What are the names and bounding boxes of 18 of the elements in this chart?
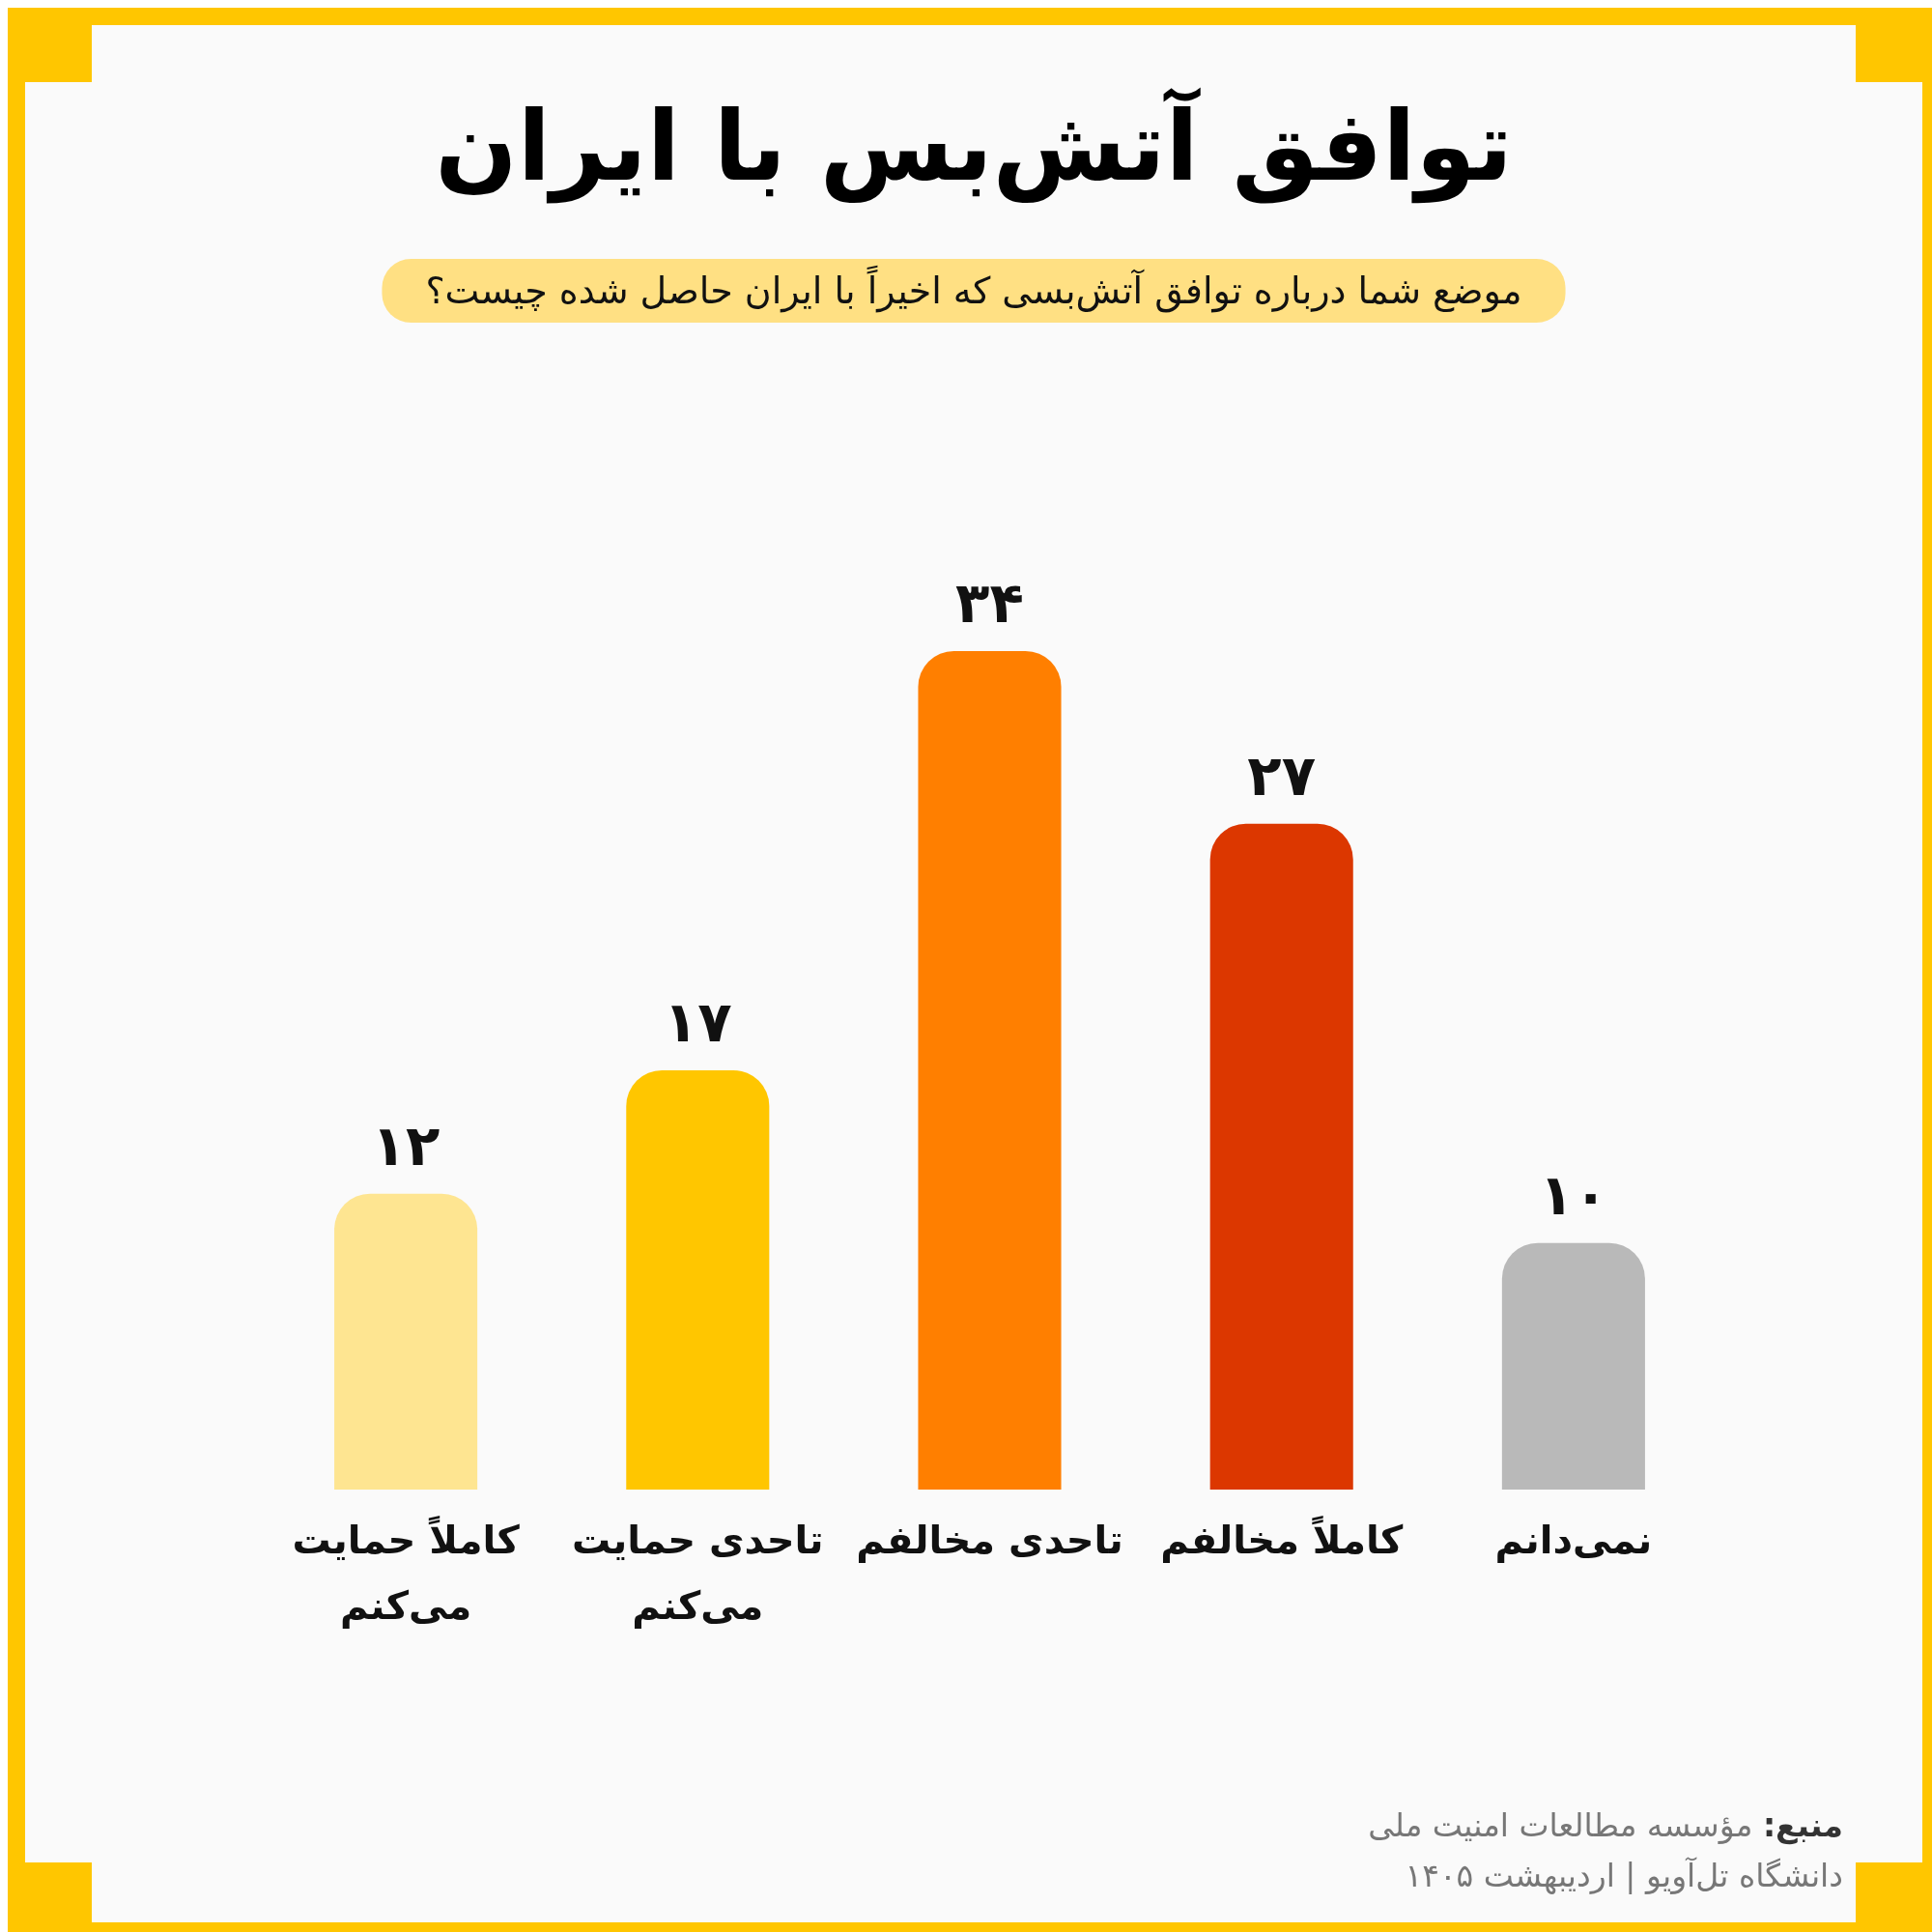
bar xyxy=(626,1070,770,1490)
x-tick-label: کاملاً حمایت می‌کنم xyxy=(292,1515,521,1629)
x-tick-label: تاحدی مخالفم xyxy=(856,1518,1123,1563)
text: منبع: مؤسسه مطالعات امنیت ملی دانشگاه تل‌آویو | اردیبهشت ۱۴۰۵ xyxy=(1368,1806,1843,1894)
x-tick-label: نمی‌دانم xyxy=(1494,1518,1653,1563)
data-label: ۳۴ xyxy=(955,570,1024,636)
data-label: ۲۷ xyxy=(1247,742,1317,809)
x-tick-label: تاحدی حمایت می‌کنم xyxy=(572,1518,824,1629)
bar xyxy=(1501,1242,1645,1490)
data-label: ۱۲ xyxy=(371,1112,440,1179)
data-label: ۱۷ xyxy=(663,989,732,1055)
x-tick-label: کاملاً مخالفم xyxy=(1160,1515,1404,1563)
chart-title: توافق آتش‌بس با ایران xyxy=(435,87,1513,204)
chart-subtitle: موضع شما درباره توافق آتش‌بسی که اخیراً با ایران حاصل شده چیست؟ xyxy=(425,264,1522,313)
bar xyxy=(334,1193,478,1490)
bar xyxy=(1209,823,1353,1490)
data-label: ۱۰ xyxy=(1539,1161,1608,1228)
bar xyxy=(918,651,1062,1490)
